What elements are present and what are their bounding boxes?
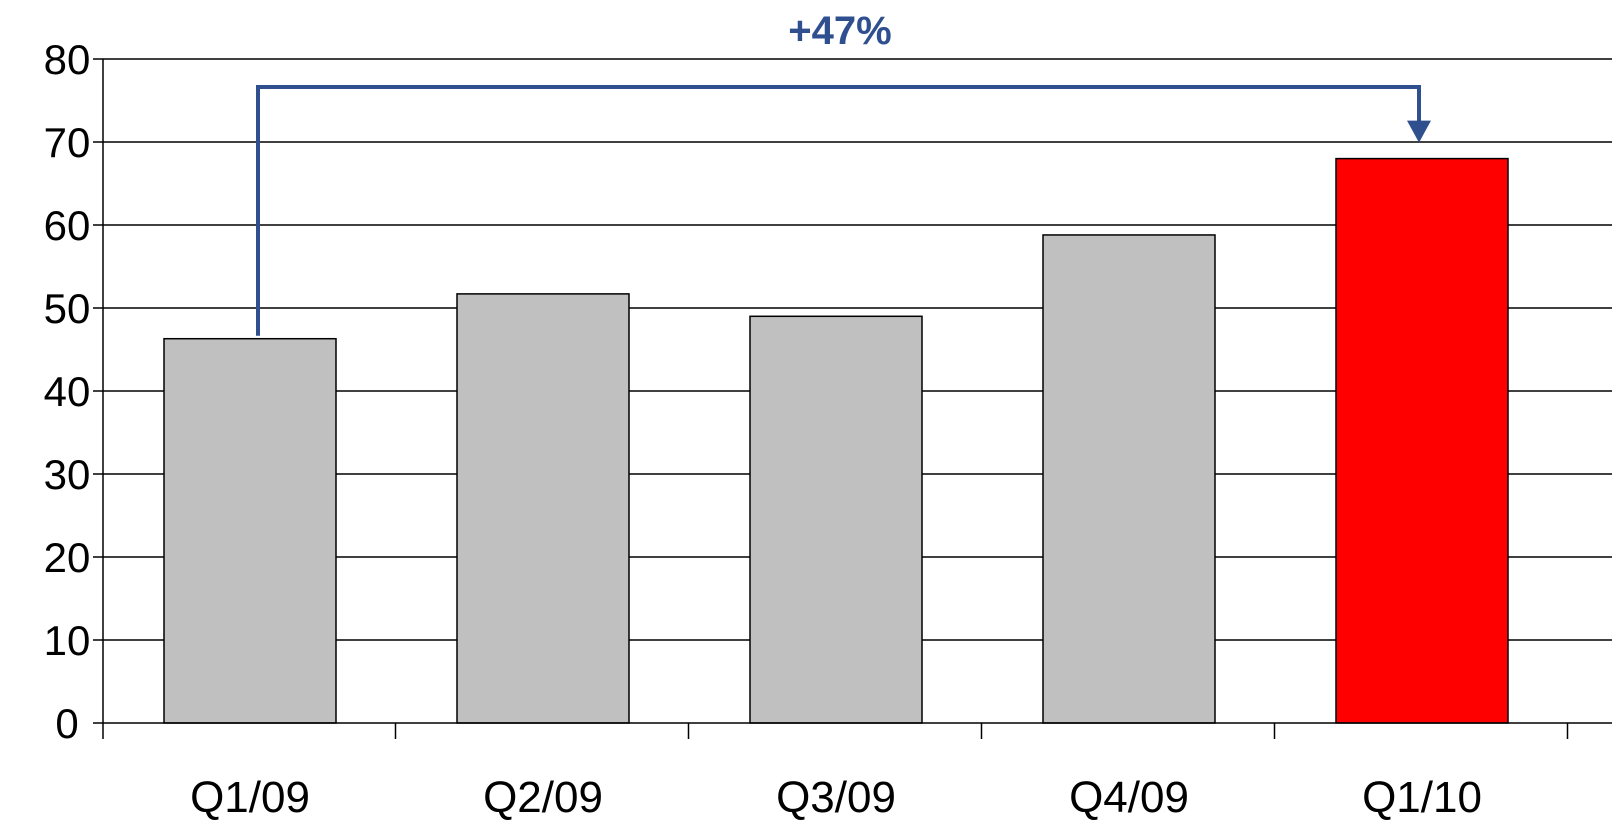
y-tick-label: 80 — [44, 36, 91, 83]
growth-annotation: +47% — [256, 9, 1431, 336]
y-tick-label: 60 — [44, 202, 91, 249]
bars — [163, 157, 1509, 724]
x-category-labels: Q1/09 Q2/09 Q3/09 Q4/09 Q1/10 — [190, 773, 1482, 822]
bar-Q2/09 — [456, 293, 630, 724]
y-tick-label: 30 — [44, 451, 91, 498]
annotation-connector — [256, 85, 1421, 336]
x-category-label: Q1/09 — [190, 773, 310, 822]
x-category-label: Q3/09 — [776, 773, 896, 822]
bar-Q4/09 — [1042, 234, 1216, 724]
axes — [102, 59, 1612, 739]
y-tick-label: 40 — [44, 368, 91, 415]
y-tick-label: 0 — [55, 700, 78, 747]
y-tick-label: 10 — [44, 617, 91, 664]
x-category-label: Q1/10 — [1362, 773, 1482, 822]
bar-Q1/09 — [163, 337, 337, 724]
y-tick-labels: 0 10 20 30 40 50 60 70 80 — [44, 36, 91, 747]
bar-Q3/09 — [749, 315, 923, 724]
x-category-label: Q2/09 — [483, 773, 603, 822]
bar-Q1/10 — [1335, 157, 1509, 724]
annotation-arrowhead — [1407, 120, 1431, 143]
y-tick-label: 50 — [44, 285, 91, 332]
y-tick-label: 70 — [44, 119, 91, 166]
x-category-label: Q4/09 — [1069, 773, 1189, 822]
y-tick-label: 20 — [44, 534, 91, 581]
annotation-label: +47% — [788, 9, 891, 53]
